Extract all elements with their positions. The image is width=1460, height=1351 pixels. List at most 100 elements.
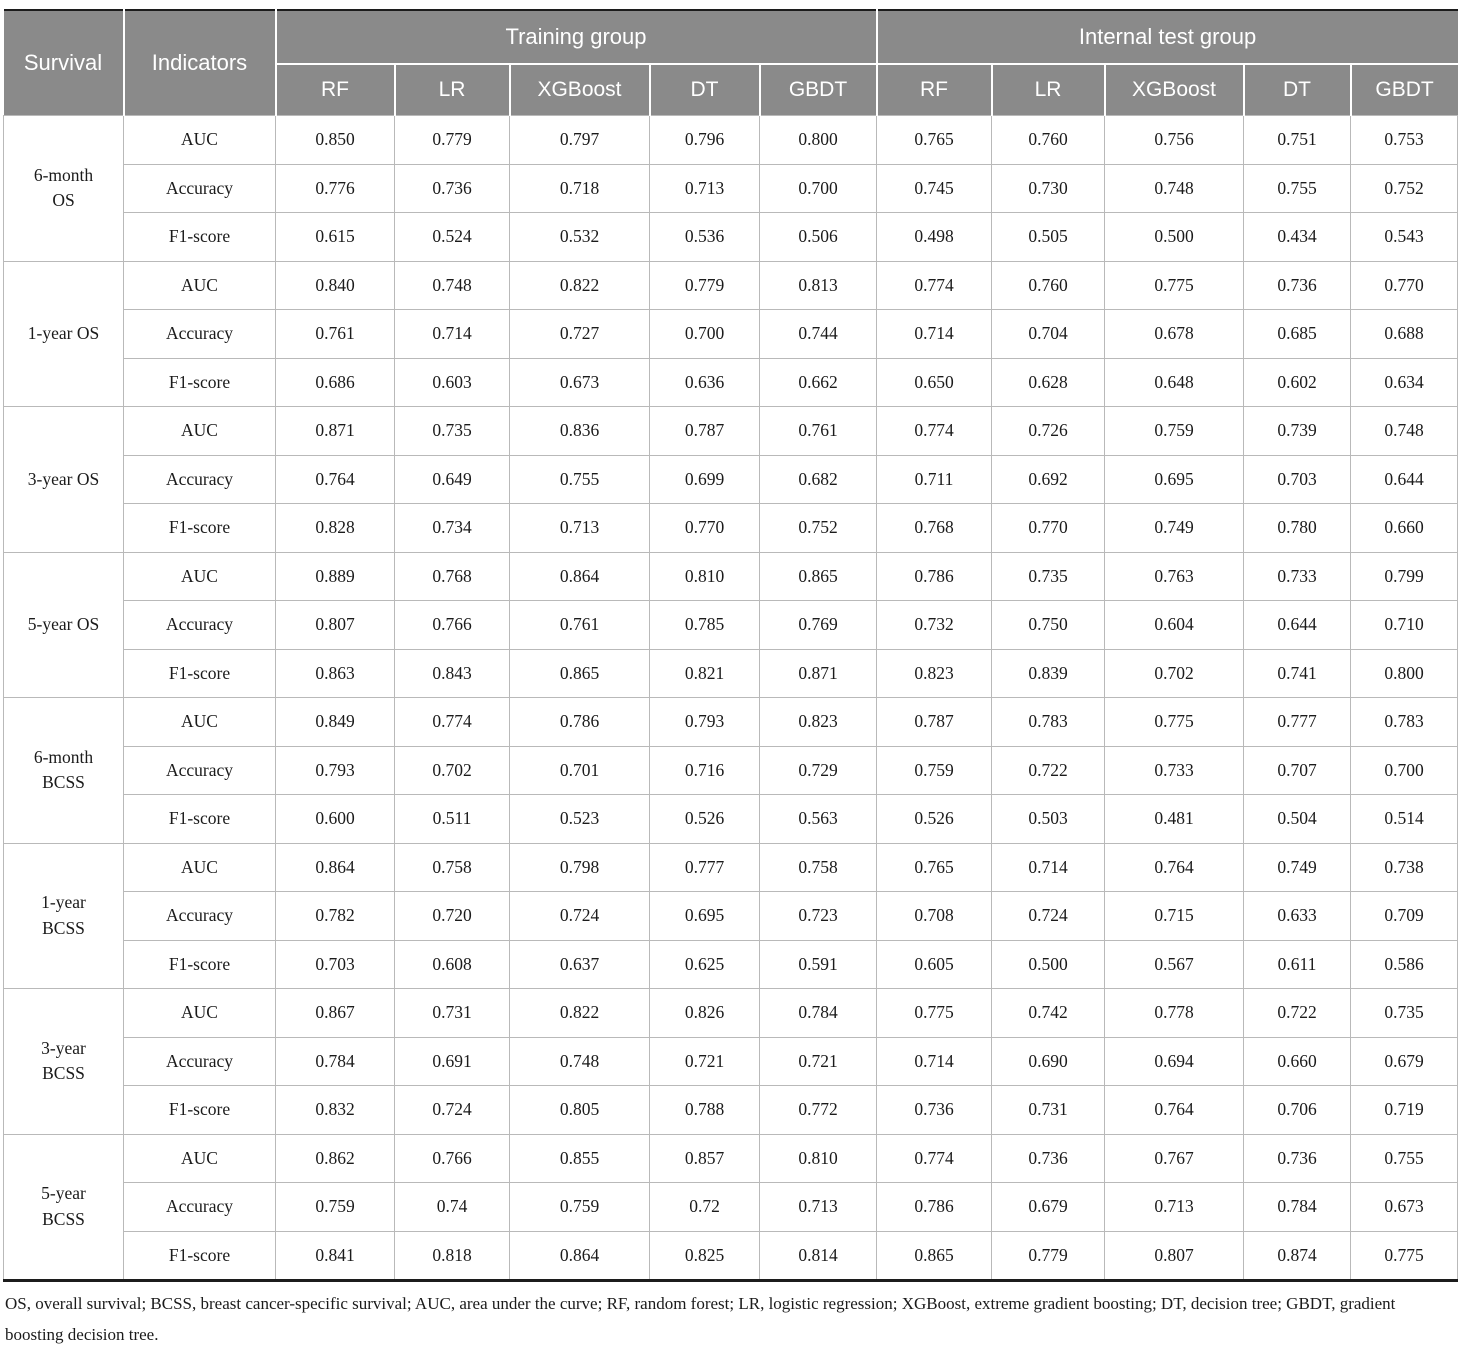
test-value-cell: 0.434 (1243, 212, 1351, 262)
training-value-cell: 0.761 (275, 309, 395, 359)
test-value-cell: 0.764 (1104, 1085, 1244, 1135)
training-value-cell: 0.731 (394, 988, 510, 1038)
test-value-cell: 0.504 (1243, 794, 1351, 844)
test-value-cell: 0.764 (1104, 842, 1244, 892)
test-value-cell: 0.799 (1349, 551, 1459, 601)
table-body: 6-month OS AUC 0.850 0.779 0.797 0.796 0.800 0.… (3, 115, 1459, 1281)
training-value-cell: 0.714 (394, 309, 510, 359)
training-value-cell: 0.591 (759, 939, 877, 989)
test-value-cell: 0.874 (1243, 1230, 1351, 1281)
table-row: F1-score 0.615 0.524 0.532 0.536 0.506 0.498 0.… (4, 212, 1459, 262)
training-value-cell: 0.818 (394, 1230, 510, 1281)
test-value-cell: 0.688 (1349, 309, 1459, 359)
test-value-cell: 0.714 (876, 1036, 992, 1086)
test-value-cell: 0.770 (1349, 260, 1459, 310)
training-value-cell: 0.764 (275, 454, 395, 504)
test-value-cell: 0.733 (1104, 745, 1244, 795)
test-value-cell: 0.770 (991, 503, 1105, 553)
indicator-label: F1-score (123, 1230, 276, 1281)
col-header-training-group: Training group (274, 10, 877, 65)
test-value-cell: 0.731 (991, 1085, 1105, 1135)
training-value-cell: 0.788 (649, 1085, 760, 1135)
indicator-label: Accuracy (123, 891, 276, 941)
indicator-label: F1-score (123, 503, 276, 553)
table-row: 3-year OS AUC 0.871 0.735 0.836 0.787 0.761 0.7… (3, 406, 1459, 553)
test-value-cell: 0.736 (1243, 1133, 1351, 1183)
training-value-cell: 0.826 (649, 988, 760, 1038)
test-value-cell: 0.759 (1104, 406, 1244, 456)
test-value-cell: 0.777 (1243, 697, 1351, 747)
table-row: F1-score 0.841 0.818 0.864 0.825 0.814 0.865 0.… (4, 1230, 1459, 1281)
test-value-cell: 0.807 (1104, 1230, 1244, 1281)
test-value-cell: 0.707 (1243, 745, 1351, 795)
test-value-cell: 0.679 (1349, 1036, 1459, 1086)
training-value-cell: 0.785 (649, 600, 760, 650)
test-value-cell: 0.498 (876, 212, 992, 262)
table-row: 3-year BCSS AUC 0.867 0.731 0.822 0.826 0.784 0… (3, 988, 1459, 1135)
col-header-indicators: Indicators (122, 10, 276, 116)
training-value-cell: 0.724 (509, 891, 650, 941)
test-value-cell: 0.711 (876, 454, 992, 504)
training-value-cell: 0.721 (759, 1036, 877, 1086)
training-value-cell: 0.673 (509, 357, 650, 407)
test-value-cell: 0.703 (1243, 454, 1351, 504)
training-value-cell: 0.843 (394, 648, 510, 698)
table-row: F1-score 0.703 0.608 0.637 0.625 0.591 0.605 0.… (4, 939, 1459, 989)
test-value-cell: 0.786 (876, 1182, 992, 1232)
training-value-cell: 0.774 (394, 697, 510, 747)
test-value-cell: 0.695 (1104, 454, 1244, 504)
training-value-cell: 0.849 (275, 697, 395, 747)
training-value-cell: 0.787 (649, 406, 760, 456)
test-value-cell: 0.775 (876, 988, 992, 1038)
test-value-cell: 0.736 (991, 1133, 1105, 1183)
training-value-cell: 0.720 (394, 891, 510, 941)
test-value-cell: 0.780 (1243, 503, 1351, 553)
test-value-cell: 0.722 (1243, 988, 1351, 1038)
test-value-cell: 0.730 (991, 163, 1105, 213)
test-value-cell: 0.775 (1104, 697, 1244, 747)
test-value-cell: 0.735 (991, 551, 1105, 601)
indicator-label: F1-score (123, 357, 276, 407)
training-value-cell: 0.850 (275, 115, 395, 165)
test-value-cell: 0.759 (876, 745, 992, 795)
test-value-cell: 0.715 (1104, 891, 1244, 941)
test-value-cell: 0.634 (1349, 357, 1459, 407)
training-value-cell: 0.805 (509, 1085, 650, 1135)
training-value-cell: 0.786 (509, 697, 650, 747)
training-value-cell: 0.734 (394, 503, 510, 553)
training-value-cell: 0.637 (509, 939, 650, 989)
training-value-cell: 0.862 (275, 1133, 395, 1183)
indicator-label: Accuracy (123, 163, 276, 213)
training-value-cell: 0.724 (394, 1085, 510, 1135)
test-value-cell: 0.702 (1104, 648, 1244, 698)
test-value-cell: 0.765 (876, 842, 992, 892)
indicator-label: Accuracy (123, 309, 276, 359)
test-value-cell: 0.714 (876, 309, 992, 359)
test-value-cell: 0.739 (1243, 406, 1351, 456)
training-value-cell: 0.563 (759, 794, 877, 844)
test-value-cell: 0.748 (1104, 163, 1244, 213)
training-value-cell: 0.603 (394, 357, 510, 407)
survival-label: 3-year BCSS (3, 988, 124, 1135)
training-value-cell: 0.784 (759, 988, 877, 1038)
test-value-cell: 0.505 (991, 212, 1105, 262)
test-value-cell: 0.709 (1349, 891, 1459, 941)
test-value-cell: 0.628 (991, 357, 1105, 407)
test-value-cell: 0.741 (1243, 648, 1351, 698)
col-header-test-lr: LR (990, 64, 1105, 116)
training-value-cell: 0.744 (759, 309, 877, 359)
col-header-survival: Survival (3, 10, 124, 116)
training-value-cell: 0.511 (394, 794, 510, 844)
test-value-cell: 0.755 (1349, 1133, 1459, 1183)
training-value-cell: 0.807 (275, 600, 395, 650)
table-row: 5-year OS AUC 0.889 0.768 0.864 0.810 0.865 0.7… (3, 551, 1459, 698)
training-value-cell: 0.759 (509, 1182, 650, 1232)
test-value-cell: 0.750 (991, 600, 1105, 650)
test-value-cell: 0.714 (991, 842, 1105, 892)
training-value-cell: 0.810 (759, 1133, 877, 1183)
training-value-cell: 0.686 (275, 357, 395, 407)
training-value-cell: 0.855 (509, 1133, 650, 1183)
training-value-cell: 0.864 (509, 1230, 650, 1281)
test-value-cell: 0.678 (1104, 309, 1244, 359)
test-value-cell: 0.526 (876, 794, 992, 844)
